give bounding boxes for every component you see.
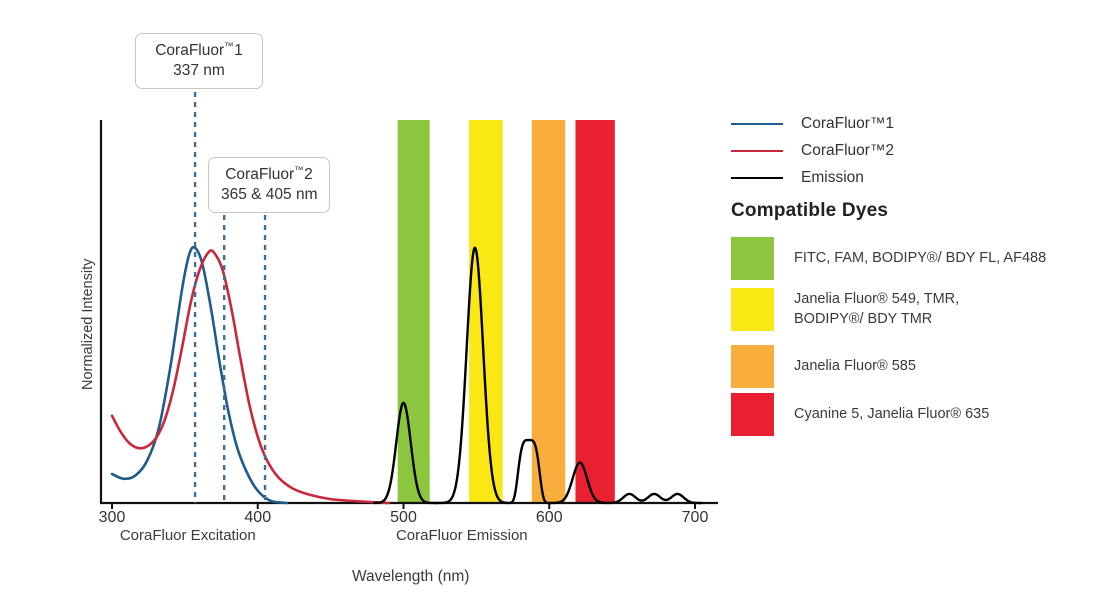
legend-item-2: Emission: [731, 164, 1101, 191]
dye-swatch-3: [731, 393, 774, 436]
compatible-dyes-title: Compatible Dyes: [731, 200, 889, 221]
y-axis-title: Normalized Intensity: [80, 258, 96, 390]
dye-row-3: Cyanine 5, Janelia Fluor® 635: [731, 393, 989, 436]
x-axis-title: Wavelength (nm): [352, 568, 470, 585]
x-tick-label-600: 600: [535, 509, 563, 526]
x-tick-label-700: 700: [681, 509, 709, 526]
dye-swatch-0: [731, 237, 774, 280]
marker-callout-corafluor2: CoraFluor™2 365 & 405 nm: [208, 157, 330, 213]
legend-item-1: CoraFluor™2: [731, 137, 1101, 164]
dye-row-0: FITC, FAM, BODIPY®/ BDY FL, AF488: [731, 237, 1046, 280]
legend-line-swatch-1: [731, 149, 783, 152]
legend-label-2: Emission: [801, 168, 864, 186]
legend-line-swatch-0: [731, 122, 783, 125]
marker-callout-corafluor1: CoraFluor™1 337 nm: [135, 33, 263, 89]
callout-1-num: 2: [304, 166, 313, 184]
dye-label-2: Janelia Fluor® 585: [794, 357, 916, 374]
series-legend: CoraFluor™1 CoraFluor™2 Emission: [731, 110, 1101, 191]
callout-1-name: CoraFluor: [225, 166, 295, 184]
x-tick-label-300: 300: [98, 509, 126, 526]
emission-band-2: [531, 120, 566, 503]
callout-0-num: 1: [234, 42, 243, 60]
dye-swatch-1: [731, 288, 774, 331]
legend-label-0: CoraFluor™1: [801, 114, 895, 132]
callout-0-value: 337 nm: [173, 61, 225, 79]
legend-label-1: CoraFluor™2: [801, 141, 895, 159]
dye-label-1: Janelia Fluor® 549, TMR, BODIPY®/ BDY TM…: [794, 291, 960, 327]
callout-0-tm: ™: [224, 41, 235, 52]
emission-band-0: [397, 120, 430, 503]
dye-row-1: Janelia Fluor® 549, TMR, BODIPY®/ BDY TM…: [731, 288, 959, 331]
dye-label-0: FITC, FAM, BODIPY®/ BDY FL, AF488: [794, 249, 1047, 266]
callout-0-name: CoraFluor: [155, 42, 225, 60]
dye-row-2: Janelia Fluor® 585: [731, 345, 916, 388]
callout-1-tm: ™: [294, 165, 305, 176]
dye-label-3: Cyanine 5, Janelia Fluor® 635: [794, 405, 990, 422]
excitation-curve-0: [110, 245, 289, 505]
dye-swatch-2: [731, 345, 774, 388]
emission-curve: [373, 246, 703, 505]
axis-caption-0: CoraFluor Excitation: [119, 527, 256, 544]
x-tick-label-500: 500: [390, 509, 417, 526]
emission-band-3: [575, 120, 615, 503]
excitation-curve-1: [110, 249, 391, 505]
legend-line-swatch-2: [731, 176, 783, 179]
axis-caption-1: CoraFluor Emission: [395, 527, 528, 544]
emission-band-1: [469, 120, 503, 503]
legend-item-0: CoraFluor™1: [731, 110, 1101, 137]
x-tick-label-400: 400: [244, 509, 272, 526]
callout-1-value: 365 & 405 nm: [221, 185, 318, 203]
